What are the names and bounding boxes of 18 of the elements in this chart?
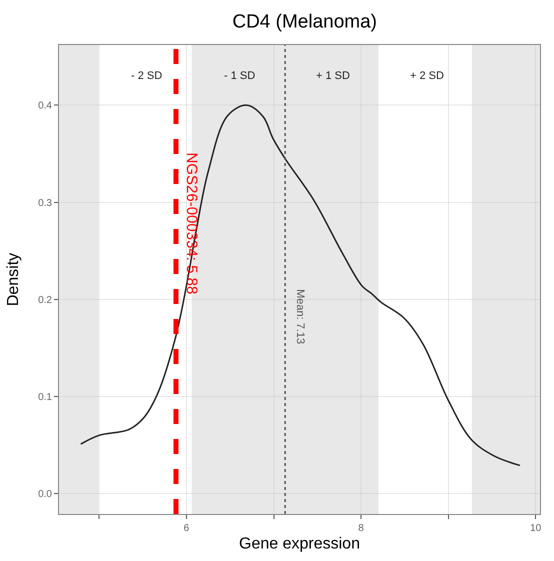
chart-title: CD4 (Melanoma)	[232, 11, 378, 32]
annotation: + 1 SD	[316, 70, 350, 82]
x-tick-label: 10	[530, 523, 542, 534]
y-tick-label: 0.4	[38, 100, 52, 112]
x-tick-label: 6	[184, 523, 190, 534]
annotation: - 1 SD	[224, 70, 256, 82]
line-series	[80, 104, 521, 466]
ref-line-label: NGS26-000334: 5.88	[182, 152, 200, 294]
y-tick-label: 0.1	[38, 392, 52, 404]
annotation: - 2 SD	[131, 70, 162, 82]
x-axis-title: Gene expression	[239, 536, 360, 553]
annotation: + 2 SD	[410, 70, 444, 82]
y-axis-title: Density	[4, 252, 22, 306]
ref-line-label: Mean: 7.13	[294, 289, 306, 344]
y-tick-label: 0.3	[38, 198, 52, 209]
y-tick-label: 0.0	[38, 489, 52, 500]
x-tick-label: 8	[358, 523, 364, 534]
y-tick-label: 0.2	[38, 294, 52, 306]
